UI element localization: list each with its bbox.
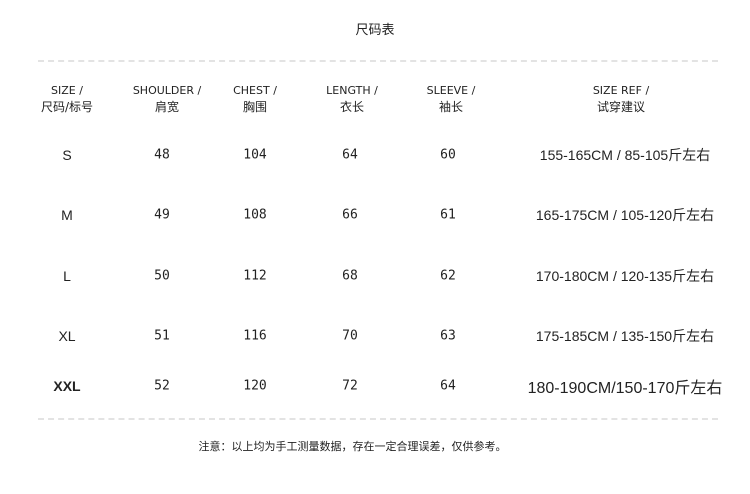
header-cn: 试穿建议	[596, 100, 645, 114]
header-sleeve: SLEEVE / 袖长	[427, 82, 476, 116]
cell-size-ref: 165-175CM / 105-120斤左右	[535, 207, 715, 223]
cell-sleeve: 61	[440, 207, 456, 223]
cell-sleeve: 64	[440, 378, 456, 394]
cell-sleeve: 60	[440, 147, 456, 163]
cell-size-ref: 155-165CM / 85-105斤左右	[539, 147, 711, 163]
cell-shoulder: 48	[154, 147, 170, 163]
header-en: SIZE /	[51, 84, 83, 97]
cell-sleeve: 62	[440, 268, 456, 284]
cell-size-ref: 180-190CM/150-170斤左右	[527, 380, 723, 397]
header-cn: 尺码/标号	[40, 100, 94, 114]
header-chest: CHEST / 胸围	[233, 82, 277, 116]
cell-sleeve: 63	[440, 328, 456, 344]
cell-shoulder: 51	[154, 328, 170, 344]
cell-size: XXL	[53, 378, 81, 394]
cell-length: 72	[342, 378, 358, 394]
header-cn: 袖长	[438, 100, 464, 114]
cell-length: 66	[342, 207, 358, 223]
header-size-ref: SIZE REF / 试穿建议	[593, 82, 649, 116]
cell-length: 68	[342, 268, 358, 284]
header-en: SIZE REF /	[592, 84, 650, 97]
cell-size: M	[61, 207, 73, 223]
cell-shoulder: 52	[154, 378, 170, 394]
cell-size-ref: 175-185CM / 135-150斤左右	[535, 328, 715, 344]
cell-size: S	[62, 147, 72, 163]
cell-shoulder: 49	[154, 207, 170, 223]
cell-size: XL	[58, 328, 76, 344]
disclaimer-note: 注意：以上均为手工测量数据，存在一定合理误差，仅供参考。	[198, 440, 507, 453]
header-size: SIZE / 尺码/标号	[41, 82, 93, 116]
header-en: CHEST /	[233, 84, 277, 97]
header-en: LENGTH /	[326, 84, 378, 97]
cell-chest: 112	[243, 268, 267, 284]
header-cn: 衣长	[339, 100, 365, 114]
cell-chest: 108	[243, 207, 267, 223]
cell-shoulder: 50	[154, 268, 170, 284]
divider-bottom	[38, 418, 718, 420]
header-length: LENGTH / 衣长	[326, 82, 378, 116]
header-cn: 肩宽	[154, 100, 180, 114]
cell-length: 64	[342, 147, 358, 163]
header-en: SHOULDER /	[132, 84, 202, 97]
header-shoulder: SHOULDER / 肩宽	[133, 82, 201, 116]
header-en: SLEEVE /	[426, 84, 476, 97]
cell-chest: 116	[243, 328, 267, 344]
header-cn: 胸围	[242, 100, 267, 114]
divider-top	[38, 60, 718, 62]
page-title: 尺码表	[355, 23, 395, 38]
cell-size-ref: 170-180CM / 120-135斤左右	[535, 268, 715, 284]
cell-chest: 120	[243, 378, 267, 394]
cell-chest: 104	[243, 147, 267, 163]
cell-size: L	[63, 268, 71, 284]
cell-length: 70	[342, 328, 358, 344]
